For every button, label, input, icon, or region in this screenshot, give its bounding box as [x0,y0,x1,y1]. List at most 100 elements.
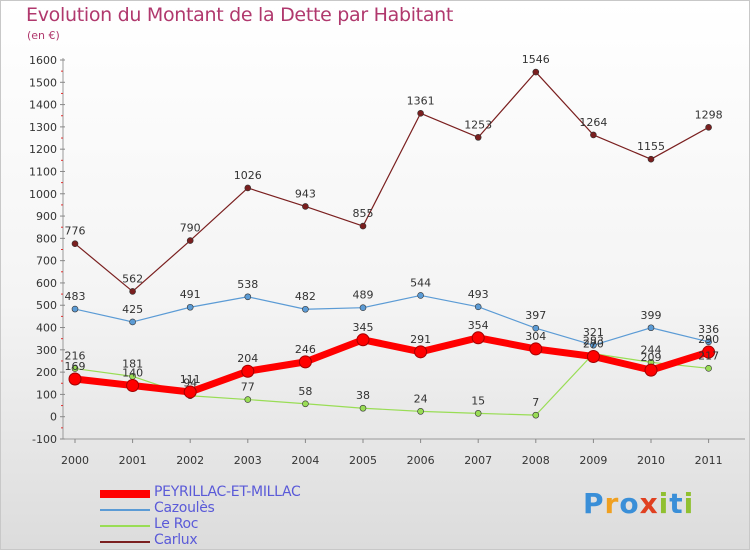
data-label: 1026 [234,169,262,182]
y-tick-label: 300 [36,344,57,357]
data-point [356,333,370,347]
y-tick-label: 800 [36,232,57,245]
x-tick-label: 2008 [522,454,550,467]
data-label: 943 [295,187,316,200]
data-point [68,372,82,386]
data-label: 1361 [407,94,435,107]
y-tick-label: 1400 [29,99,57,112]
data-label: 111 [180,373,201,386]
data-label: 244 [641,343,662,356]
y-tick-label: 200 [36,366,57,379]
x-tick-label: 2003 [234,454,262,467]
data-label: 425 [122,303,143,316]
data-point [590,131,597,139]
data-label: 290 [698,333,719,346]
data-label: 1264 [579,116,607,129]
legend-label: Cazoulès [154,500,215,516]
data-point [647,155,655,163]
data-label: 397 [525,309,546,322]
data-label: 291 [410,333,431,346]
legend-swatch [100,509,150,511]
data-point [474,303,482,311]
data-point [183,385,197,399]
data-label: 1546 [522,53,550,66]
legend-swatch [100,525,150,527]
data-point [647,324,655,332]
data-point [298,355,312,369]
data-point [705,338,712,346]
y-tick-label: 600 [36,277,57,290]
data-point [244,396,252,403]
x-tick-label: 2006 [407,454,435,467]
chart-subtitle: (en €) [27,29,60,42]
data-label: 94 [183,377,197,390]
data-point [586,350,600,364]
data-label: 270 [583,338,604,351]
data-label: 345 [353,321,374,334]
y-tick-label: -100 [32,433,57,446]
data-label: 489 [353,289,374,302]
legend-label: Le Roc [154,516,199,532]
data-label: 209 [641,351,662,364]
data-point [359,222,367,230]
x-tick-label: 2010 [637,454,665,467]
data-label: 1155 [637,140,665,153]
data-label: 562 [122,272,143,285]
data-point [71,305,79,313]
x-tick-label: 2002 [176,454,204,467]
data-point [244,293,252,301]
data-label: 321 [583,326,604,339]
data-label: 140 [122,366,143,379]
legend-label: PEYRILLAC-ET-MILLAC [154,484,301,500]
y-tick-label: 1100 [29,165,57,178]
y-tick-label: 1500 [29,76,57,89]
data-point [71,365,79,372]
data-point [644,363,658,377]
data-point [302,203,309,210]
data-label: 855 [353,207,374,220]
data-label: 15 [471,394,485,407]
x-tick-label: 2000 [61,454,89,467]
y-tick-label: 100 [36,388,57,401]
data-point [532,411,540,419]
y-tick-label: 1300 [29,121,57,134]
y-tick-label: 0 [50,411,57,424]
data-point [186,303,194,311]
brand-logo: Proxiti [583,487,695,520]
data-point [129,318,136,326]
legend-swatch [100,490,150,498]
data-label: 169 [65,360,86,373]
x-tick-label: 2001 [119,454,147,467]
data-point [414,345,428,359]
data-point [474,134,482,141]
data-point [302,305,309,313]
data-point [532,324,540,332]
x-tick-label: 2011 [695,454,723,467]
data-label: 304 [525,330,546,343]
data-point [129,288,136,295]
data-point [241,364,255,378]
y-tick-label: 1000 [29,188,57,201]
data-point [244,184,252,192]
data-label: 482 [295,290,316,303]
x-tick-label: 2004 [291,454,319,467]
data-point [590,341,597,349]
data-label: 483 [65,290,86,303]
data-label: 399 [641,309,662,322]
y-tick-label: 1600 [29,54,57,67]
data-label: 38 [356,389,370,402]
data-point [417,408,424,415]
legend-label: Carlux [154,532,198,548]
data-label: 181 [122,357,143,370]
series-line [71,334,713,396]
data-point [71,240,79,248]
data-label: 204 [237,352,258,365]
data-point [126,378,140,392]
data-label: 58 [298,385,312,398]
data-point [705,365,712,372]
data-point [532,68,540,76]
data-label: 776 [65,225,86,238]
data-label: 354 [468,319,489,332]
